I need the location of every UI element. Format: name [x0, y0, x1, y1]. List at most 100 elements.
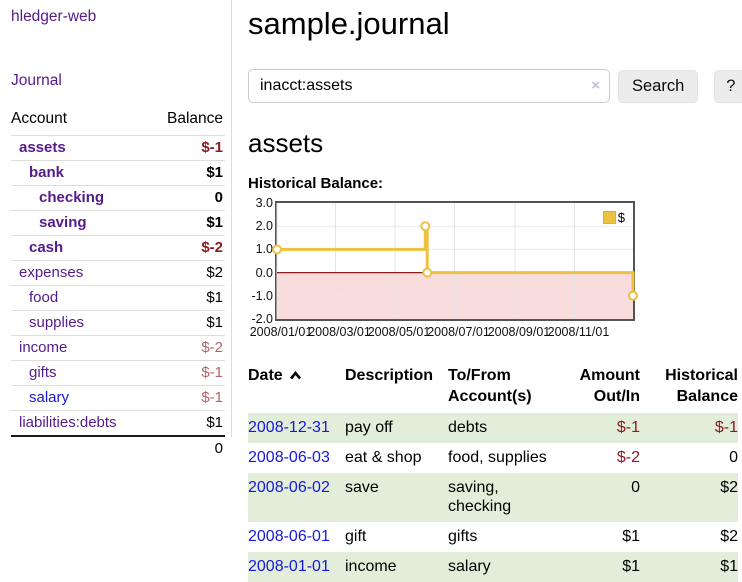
- transaction-date-link[interactable]: 2008-01-01: [248, 558, 330, 575]
- account-balance: $1: [149, 310, 225, 336]
- x-tick-label: 2008/05/01: [367, 325, 431, 339]
- register-row: 2008-06-02 save saving, checking 0 $2: [248, 473, 738, 522]
- y-tick-label: 0.0: [255, 265, 273, 280]
- register-row: 2008-06-01 gift gifts $1 $2: [248, 522, 738, 552]
- account-link-assets[interactable]: assets: [19, 139, 66, 156]
- legend-swatch-icon: [602, 211, 616, 224]
- sidebar-item-journal[interactable]: Journal: [11, 72, 62, 89]
- account-row: cash $-2: [11, 235, 225, 261]
- column-header-description[interactable]: Description: [345, 367, 434, 384]
- account-row: gifts $-1: [11, 360, 225, 386]
- x-tick-label: 2008/01/01: [249, 325, 313, 339]
- transaction-accounts: debts: [448, 419, 488, 436]
- account-row: supplies $1: [11, 310, 225, 336]
- account-balance: $-1: [149, 385, 225, 411]
- account-balance: $1: [149, 410, 225, 436]
- account-row: liabilities:debts $1: [11, 410, 225, 436]
- y-tick-label: 1.0: [255, 242, 273, 257]
- y-tick-label: -2.0: [251, 312, 273, 326]
- column-header-account[interactable]: To/From Account(s): [448, 367, 532, 405]
- chart-x-ticks: 2008/01/01 2008/03/01 2008/05/01 2008/07/01…: [248, 325, 742, 341]
- account-balance: $1: [149, 285, 225, 311]
- account-link-cash[interactable]: cash: [29, 239, 64, 256]
- account-link-saving[interactable]: saving: [39, 214, 87, 231]
- account-link-checking[interactable]: checking: [39, 189, 105, 206]
- page-title: sample.journal: [248, 6, 450, 41]
- search-input[interactable]: [248, 69, 610, 103]
- main-content: sample.journal × Search ? assets Histori…: [232, 0, 742, 582]
- account-balance: $-2: [149, 235, 225, 261]
- transaction-date-link[interactable]: 2008-06-01: [248, 528, 330, 545]
- transaction-description: income: [345, 558, 397, 575]
- historical-balance-chart: 3.0 2.0 1.0 0.0 -1.0 -2.0 $ 2008/01/01 2008/03…: [248, 196, 742, 343]
- brand-link[interactable]: hledger-web: [11, 8, 97, 25]
- account-row: expenses $2: [11, 260, 225, 286]
- chart-plot[interactable]: $: [272, 201, 638, 321]
- account-balance: $-1: [149, 360, 225, 386]
- chart-legend: $: [601, 209, 626, 226]
- clear-search-icon[interactable]: ×: [591, 77, 600, 94]
- transaction-accounts: salary: [448, 558, 491, 575]
- chart-plot-svg: [272, 203, 638, 319]
- transaction-description: pay off: [345, 419, 393, 436]
- transaction-description: gift: [345, 528, 367, 545]
- sidebar: hledger-web Journal Account Balance asse…: [0, 0, 232, 582]
- account-row: salary $-1: [11, 385, 225, 411]
- column-header-amount[interactable]: Amount Out/In: [579, 367, 640, 405]
- transaction-date-link[interactable]: 2008-06-03: [248, 449, 330, 466]
- account-link-income[interactable]: income: [19, 339, 68, 356]
- transaction-balance: $1: [720, 558, 738, 575]
- y-tick-label: 3.0: [255, 196, 273, 210]
- transaction-description: save: [345, 479, 379, 496]
- account-link-food[interactable]: food: [29, 289, 59, 306]
- transaction-amount: $1: [622, 558, 640, 575]
- account-link-expenses[interactable]: expenses: [19, 264, 84, 281]
- search-button[interactable]: Search: [618, 69, 699, 103]
- sort-ascending-icon: [289, 370, 301, 380]
- transaction-description: eat & shop: [345, 449, 422, 466]
- account-link-bank[interactable]: bank: [29, 164, 65, 181]
- register-row: 2008-01-01 income salary $1 $1: [248, 552, 738, 582]
- account-balance: $-1: [149, 135, 225, 161]
- transaction-balance: $2: [720, 479, 738, 496]
- transaction-accounts: saving, checking: [448, 479, 512, 515]
- transaction-amount: 0: [631, 479, 640, 496]
- account-balance: $1: [149, 210, 225, 236]
- account-balance: $-2: [149, 335, 225, 361]
- transaction-date-link[interactable]: 2008-12-31: [248, 419, 330, 436]
- account-row: saving $1: [11, 210, 225, 236]
- account-link-liabilities-debts[interactable]: liabilities:debts: [19, 414, 117, 431]
- transaction-amount: $1: [622, 528, 640, 545]
- accounts-total-value: 0: [149, 435, 225, 461]
- account-heading: assets: [248, 128, 324, 158]
- x-tick-label: 2008/09/01: [487, 325, 551, 339]
- transaction-accounts: gifts: [448, 528, 478, 545]
- account-link-supplies[interactable]: supplies: [29, 314, 85, 331]
- x-tick-label: 2008/07/01: [427, 325, 490, 339]
- transaction-accounts: food, supplies: [448, 449, 547, 466]
- column-header-balance[interactable]: Historical Balance: [665, 367, 738, 405]
- search-form: × Search ?: [248, 69, 742, 103]
- transaction-balance: 0: [729, 449, 738, 466]
- register-header-row: Date Description To/From Account(s) Amou…: [248, 363, 738, 413]
- register-table: Date Description To/From Account(s) Amou…: [248, 363, 738, 582]
- accounts-table: Account Balance assets $-1 bank $1 check…: [11, 106, 225, 461]
- column-header-date[interactable]: Date: [248, 363, 345, 413]
- account-row: checking 0: [11, 185, 225, 211]
- accounts-col-account: Account: [11, 110, 68, 127]
- account-balance: $2: [149, 260, 225, 286]
- transaction-balance: $-1: [714, 419, 738, 436]
- help-button[interactable]: ?: [714, 69, 742, 103]
- accounts-total-row: 0: [11, 435, 225, 461]
- account-link-gifts[interactable]: gifts: [29, 364, 57, 381]
- transaction-balance: $2: [720, 528, 738, 545]
- register-row: 2008-06-03 eat & shop food, supplies $-2…: [248, 443, 738, 473]
- chart-title: Historical Balance:: [248, 175, 384, 192]
- account-link-salary[interactable]: salary: [29, 389, 70, 406]
- x-tick-label: 2008/11/01: [547, 325, 610, 339]
- transaction-date-link[interactable]: 2008-06-02: [248, 479, 330, 496]
- account-row: assets $-1: [11, 135, 225, 161]
- legend-label: $: [617, 210, 625, 225]
- account-row: bank $1: [11, 160, 225, 186]
- account-balance: $1: [149, 160, 225, 186]
